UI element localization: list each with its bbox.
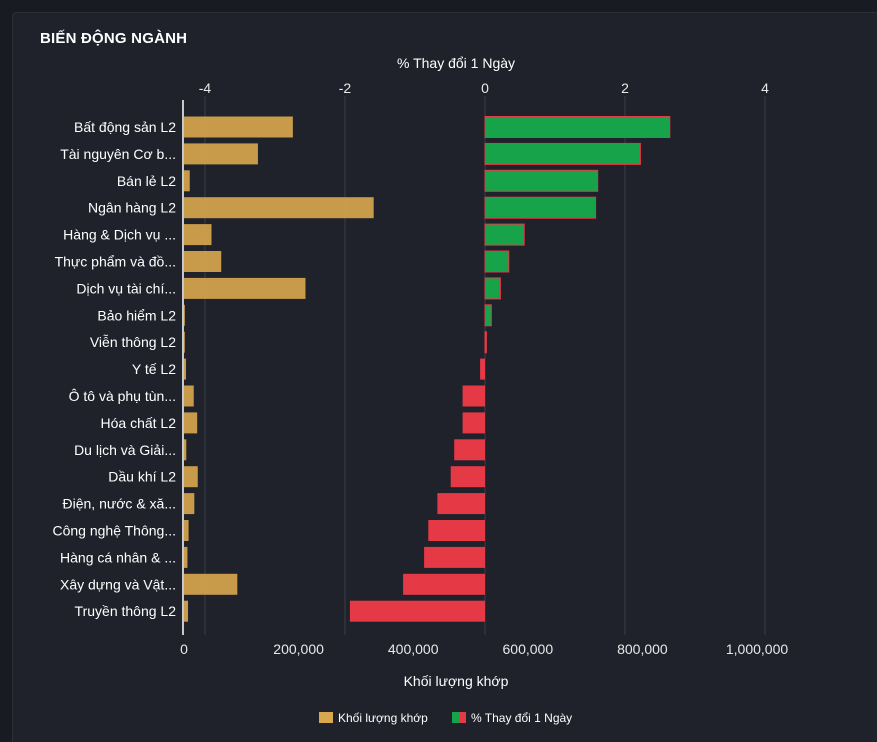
legend-volume-swatch — [319, 712, 333, 723]
percent-bar[interactable] — [484, 277, 501, 300]
category-label: Hóa chất L2 — [101, 415, 177, 431]
percent-bar[interactable] — [462, 385, 485, 407]
category-label: Du lịch và Giải... — [74, 442, 176, 458]
volume-bars — [184, 116, 374, 622]
percent-bar[interactable] — [403, 573, 485, 595]
category-label: Y tế L2 — [132, 361, 176, 377]
bottom-tick-label: 1,000,000 — [726, 641, 788, 657]
category-label: Hàng cá nhân & ... — [60, 549, 176, 565]
category-label: Viễn thông L2 — [90, 334, 176, 350]
bottom-tick-label: 200,000 — [273, 641, 324, 657]
top-tick-label: 2 — [621, 80, 629, 96]
volume-bar[interactable] — [184, 600, 189, 622]
gridlines — [204, 96, 766, 635]
percent-bar[interactable] — [454, 439, 485, 461]
page-title: BIẾN ĐỘNG NGÀNH — [40, 30, 188, 47]
volume-bar[interactable] — [184, 197, 374, 219]
percent-bar[interactable] — [484, 116, 671, 138]
top-tick-label: -2 — [339, 80, 352, 96]
volume-bar[interactable] — [184, 493, 195, 515]
percent-bar[interactable] — [484, 142, 641, 165]
volume-bar[interactable] — [184, 224, 212, 246]
top-tick-label: 4 — [761, 80, 769, 96]
volume-bar[interactable] — [184, 170, 190, 192]
percent-bars — [349, 116, 671, 622]
bottom-tick-label: 800,000 — [617, 641, 668, 657]
volume-bar[interactable] — [184, 277, 306, 299]
percent-bar[interactable] — [484, 169, 599, 192]
percent-bar[interactable] — [428, 520, 485, 541]
category-label: Hàng & Dịch vụ ... — [63, 227, 176, 243]
bottom-axis-title: Khối lượng khớp — [404, 673, 509, 689]
category-label: Điện, nước & xă... — [63, 496, 176, 512]
percent-bar[interactable] — [480, 358, 485, 380]
volume-bar[interactable] — [184, 116, 293, 138]
percent-bar[interactable] — [450, 466, 485, 488]
volume-bar[interactable] — [184, 143, 258, 165]
category-label: Tài nguyên Cơ b... — [60, 146, 176, 162]
bottom-tick-label: 0 — [180, 641, 188, 657]
percent-bar[interactable] — [484, 196, 597, 219]
volume-bar[interactable] — [184, 520, 189, 541]
bottom-tick-label: 600,000 — [503, 641, 554, 657]
volume-bar[interactable] — [184, 304, 185, 326]
percent-bar[interactable] — [484, 331, 487, 354]
percent-bar[interactable] — [437, 493, 485, 515]
category-label: Thực phẩm và đồ... — [55, 254, 176, 270]
category-label: Công nghệ Thông... — [52, 523, 176, 539]
volume-bar[interactable] — [184, 385, 194, 407]
category-label: Xây dựng và Vật... — [60, 576, 176, 592]
legend-percent-swatch-down — [459, 712, 466, 723]
percent-bar[interactable] — [462, 412, 485, 434]
category-label: Ngân hàng L2 — [88, 200, 176, 216]
volume-bar[interactable] — [184, 358, 187, 380]
top-tick-label: -4 — [199, 80, 212, 96]
volume-bar[interactable] — [184, 546, 188, 568]
volume-bar[interactable] — [184, 573, 238, 595]
volume-bar[interactable] — [184, 251, 222, 272]
percent-bar[interactable] — [484, 304, 492, 327]
percent-bar[interactable] — [484, 223, 525, 246]
volume-bar[interactable] — [184, 331, 185, 353]
legend-volume-label[interactable]: Khối lượng khớp — [338, 711, 428, 725]
category-label: Truyền thông L2 — [75, 603, 177, 619]
bottom-tick-label: 400,000 — [388, 641, 439, 657]
legend[interactable]: Khối lượng khớp % Thay đổi 1 Ngày — [319, 711, 572, 725]
percent-bar[interactable] — [484, 250, 510, 273]
percent-bar[interactable] — [349, 600, 485, 622]
category-label: Dịch vụ tài chí... — [76, 280, 176, 296]
percent-bar[interactable] — [424, 546, 485, 568]
volume-bar[interactable] — [184, 439, 187, 461]
category-label: Ô tô và phụ tùn... — [69, 388, 176, 404]
labels: -4 -2 0 2 4 0 200,000 400,000 600,000 800,000 1,00… — [52, 80, 788, 657]
category-label: Bán lẻ L2 — [117, 173, 176, 189]
volume-bar[interactable] — [184, 412, 198, 434]
category-label: Dầu khí L2 — [108, 469, 176, 485]
category-label: Bất động sản L2 — [74, 119, 176, 135]
legend-percent-label[interactable]: % Thay đổi 1 Ngày — [471, 711, 572, 725]
top-tick-label: 0 — [481, 80, 489, 96]
volume-bar[interactable] — [184, 466, 198, 488]
legend-percent-swatch-up — [452, 712, 459, 723]
category-label: Bảo hiểm L2 — [97, 307, 176, 323]
top-axis-title: % Thay đổi 1 Ngày — [397, 55, 515, 71]
